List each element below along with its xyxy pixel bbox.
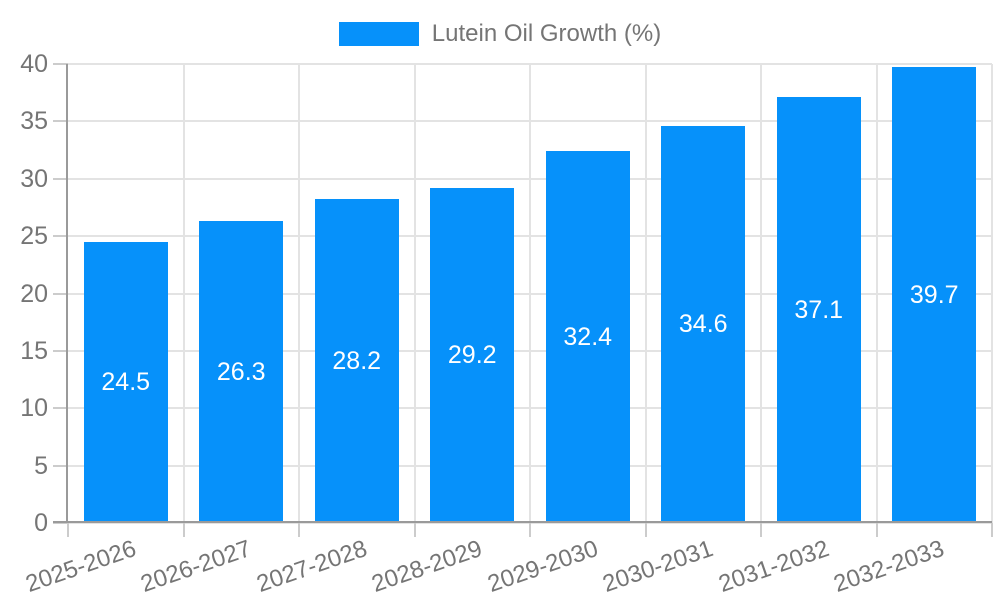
x-tick-mark bbox=[991, 523, 993, 537]
legend-label: Lutein Oil Growth (%) bbox=[431, 20, 662, 47]
legend-item[interactable]: Lutein Oil Growth (%) bbox=[0, 22, 1000, 46]
x-axis-label: 2028-2029 bbox=[368, 535, 487, 598]
y-tick-mark bbox=[53, 63, 68, 65]
y-axis-tick-label: 15 bbox=[20, 336, 48, 365]
bar[interactable] bbox=[83, 241, 168, 523]
y-tick-mark bbox=[53, 464, 68, 467]
x-gridline bbox=[875, 64, 878, 523]
y-tick-mark bbox=[53, 522, 68, 524]
x-tick-mark bbox=[644, 523, 647, 537]
y-axis-tick-label: 5 bbox=[34, 451, 48, 480]
x-tick-mark bbox=[413, 523, 416, 537]
y-tick-mark bbox=[53, 120, 68, 123]
x-axis-label: 2031-2032 bbox=[715, 535, 833, 598]
bar[interactable] bbox=[776, 97, 861, 523]
y-tick-mark bbox=[53, 292, 68, 295]
x-axis-label: 2027-2028 bbox=[253, 535, 371, 598]
x-axis-label: 2030-2031 bbox=[599, 535, 718, 598]
x-gridline bbox=[760, 64, 762, 523]
bar-value-label: 26.3 bbox=[216, 358, 266, 387]
y-axis-tick-label: 0 bbox=[34, 509, 48, 537]
x-tick-mark bbox=[298, 523, 300, 537]
x-axis-line bbox=[53, 521, 992, 523]
bar[interactable] bbox=[430, 187, 515, 523]
y-axis-tick-label: 35 bbox=[20, 107, 48, 136]
x-gridline bbox=[529, 64, 531, 523]
y-axis-tick-label: 25 bbox=[20, 222, 48, 251]
bar[interactable] bbox=[314, 199, 399, 523]
y-tick-mark bbox=[53, 235, 68, 238]
bar-value-label: 34.6 bbox=[678, 310, 728, 339]
bar-value-label: 32.4 bbox=[563, 323, 613, 352]
y-tick-mark bbox=[53, 349, 68, 352]
bar-value-label: 24.5 bbox=[101, 368, 151, 397]
bar[interactable] bbox=[545, 151, 630, 523]
x-gridline bbox=[298, 64, 300, 523]
y-tick-mark bbox=[53, 177, 68, 180]
x-tick-mark bbox=[875, 523, 878, 537]
bar-value-label: 39.7 bbox=[909, 281, 959, 310]
bar[interactable] bbox=[892, 67, 977, 523]
bar[interactable] bbox=[661, 125, 746, 523]
y-tick-mark bbox=[53, 407, 68, 410]
x-gridline bbox=[413, 64, 416, 523]
x-gridline bbox=[991, 64, 993, 523]
x-gridline bbox=[644, 64, 647, 523]
x-axis-label: 2025-2026 bbox=[22, 535, 140, 598]
y-axis-tick-label: 20 bbox=[20, 279, 48, 308]
bar-value-label: 29.2 bbox=[447, 341, 497, 370]
y-axis-tick-label: 10 bbox=[20, 394, 48, 423]
legend-swatch bbox=[338, 22, 419, 46]
x-tick-mark bbox=[182, 523, 185, 537]
x-gridline bbox=[182, 64, 185, 523]
x-axis-label: 2029-2030 bbox=[484, 535, 602, 598]
y-axis-tick-label: 30 bbox=[20, 164, 48, 193]
x-tick-mark bbox=[760, 523, 762, 537]
x-axis-label: 2032-2033 bbox=[830, 535, 949, 598]
x-tick-mark bbox=[67, 523, 69, 537]
y-axis-tick-label: 40 bbox=[20, 50, 48, 78]
y-axis-line bbox=[66, 64, 68, 523]
x-tick-mark bbox=[529, 523, 531, 537]
bar[interactable] bbox=[199, 221, 284, 523]
bar-value-label: 37.1 bbox=[794, 296, 844, 325]
x-axis-label: 2026-2027 bbox=[137, 535, 256, 598]
bar-value-label: 28.2 bbox=[332, 347, 382, 376]
